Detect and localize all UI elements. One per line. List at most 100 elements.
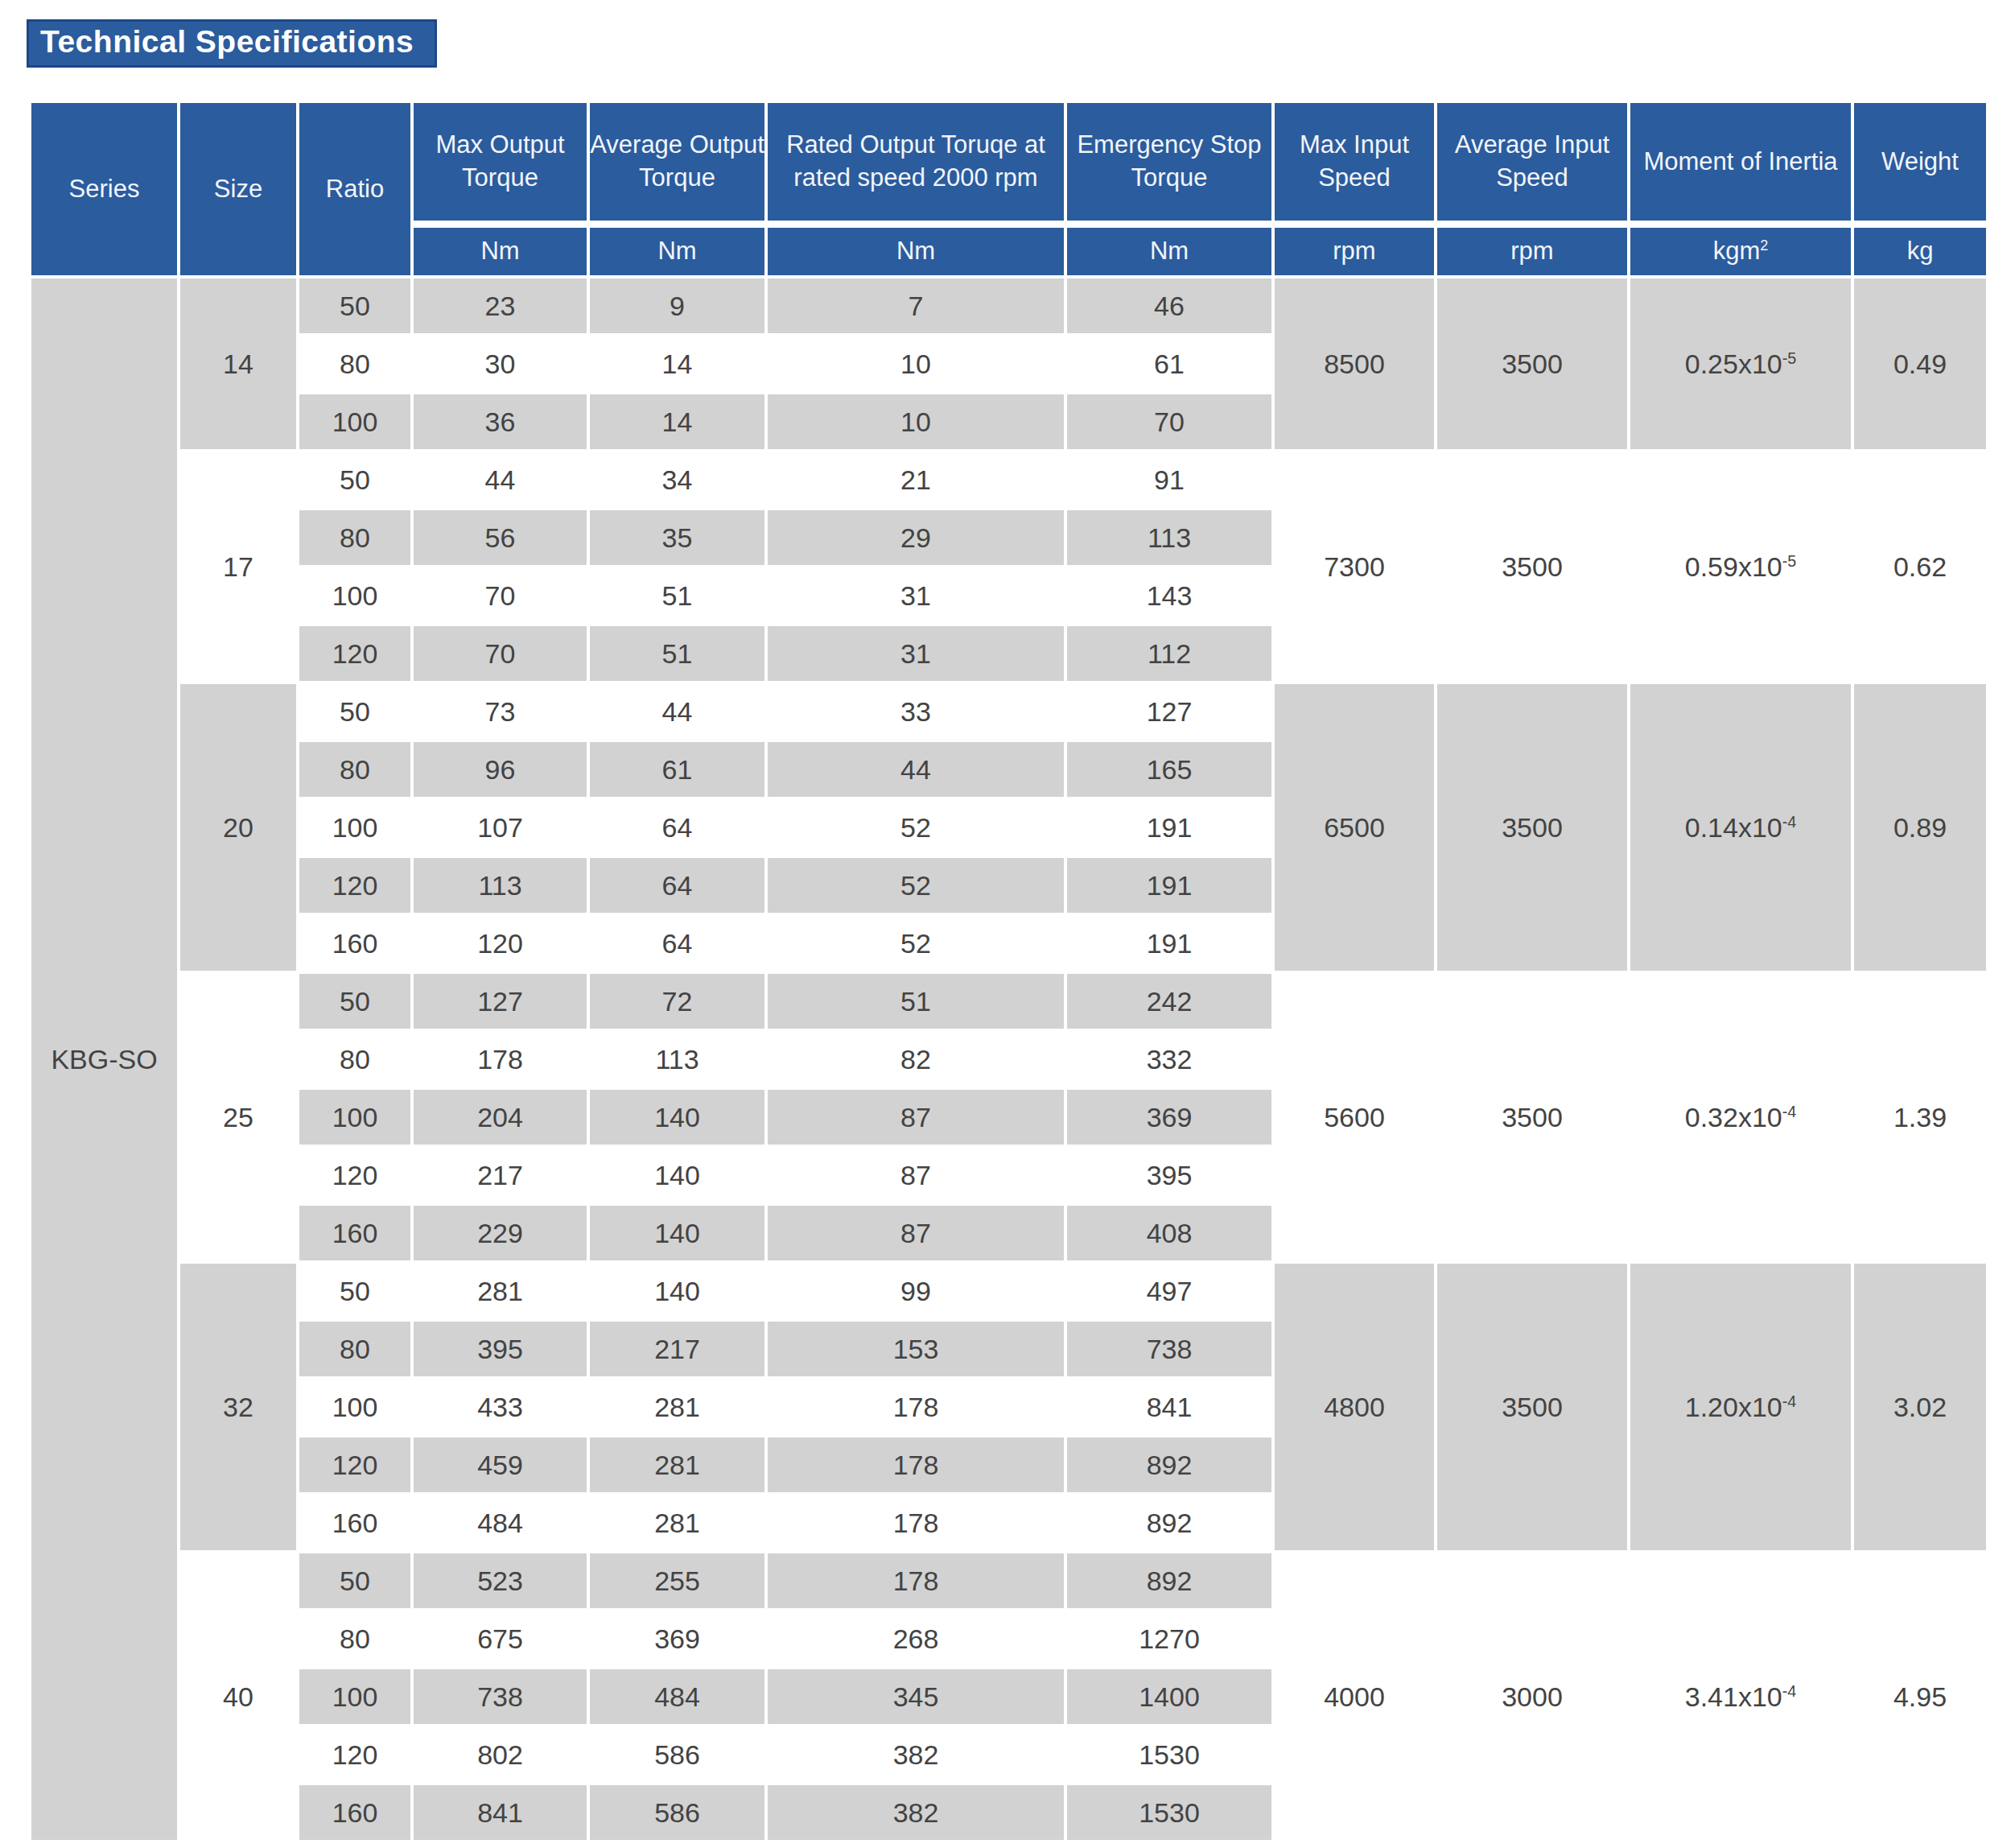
ratio-cell: 80 — [298, 740, 412, 798]
table-row: 25501277251242560035000.32x10-41.39 — [30, 972, 1988, 1030]
column-header-ratio: Ratio — [298, 101, 412, 277]
rated-output-torque-cell: 382 — [766, 1726, 1065, 1784]
ratio-cell: 120 — [298, 1726, 412, 1784]
unit-emergency-stop-torque: Nm — [1065, 224, 1273, 277]
ratio-cell: 120 — [298, 1436, 412, 1494]
ratio-cell: 50 — [298, 683, 412, 740]
rated-output-torque-cell: 7 — [766, 277, 1065, 335]
average-output-torque-cell: 35 — [588, 509, 766, 567]
max-output-torque-cell: 433 — [412, 1378, 588, 1436]
average-output-torque-cell: 217 — [588, 1320, 766, 1378]
rated-output-torque-cell: 99 — [766, 1262, 1065, 1320]
rated-output-torque-cell: 382 — [766, 1784, 1065, 1842]
emergency-stop-torque-cell: 127 — [1065, 683, 1273, 740]
max-input-speed-cell: 5600 — [1273, 972, 1436, 1262]
emergency-stop-torque-cell: 242 — [1065, 972, 1273, 1030]
ratio-cell: 50 — [298, 1552, 412, 1610]
emergency-stop-torque-cell: 738 — [1065, 1320, 1273, 1378]
emergency-stop-torque-cell: 1530 — [1065, 1726, 1273, 1784]
average-output-torque-cell: 586 — [588, 1726, 766, 1784]
max-output-torque-cell: 229 — [412, 1204, 588, 1262]
table-row: 325028114099497480035001.20x10-43.02 — [30, 1262, 1988, 1320]
max-output-torque-cell: 127 — [412, 972, 588, 1030]
emergency-stop-torque-cell: 191 — [1065, 798, 1273, 856]
rated-output-torque-cell: 10 — [766, 393, 1065, 451]
unit-moment-of-inertia-exponent: 2 — [1760, 237, 1768, 254]
max-output-torque-cell: 96 — [412, 740, 588, 798]
average-output-torque-cell: 64 — [588, 856, 766, 914]
max-output-torque-cell: 107 — [412, 798, 588, 856]
average-input-speed-cell: 3000 — [1436, 1552, 1629, 1842]
size-cell: 14 — [179, 277, 298, 451]
inertia-exponent: -4 — [1782, 1102, 1797, 1120]
average-input-speed-cell: 3500 — [1436, 277, 1629, 451]
table-row: 4050523255178892400030003.41x10-44.95 — [30, 1552, 1988, 1610]
size-cell: 40 — [179, 1552, 298, 1842]
ratio-cell: 50 — [298, 451, 412, 509]
max-output-torque-cell: 675 — [412, 1610, 588, 1668]
max-input-speed-cell: 7300 — [1273, 451, 1436, 683]
max-output-torque-cell: 204 — [412, 1088, 588, 1146]
rated-output-torque-cell: 153 — [766, 1320, 1065, 1378]
ratio-cell: 80 — [298, 1320, 412, 1378]
column-header-weight: Weight — [1852, 101, 1988, 224]
rated-output-torque-cell: 178 — [766, 1552, 1065, 1610]
average-output-torque-cell: 113 — [588, 1030, 766, 1088]
average-output-torque-cell: 140 — [588, 1262, 766, 1320]
emergency-stop-torque-cell: 165 — [1065, 740, 1273, 798]
average-output-torque-cell: 140 — [588, 1146, 766, 1204]
emergency-stop-torque-cell: 497 — [1065, 1262, 1273, 1320]
ratio-cell: 80 — [298, 335, 412, 393]
ratio-cell: 160 — [298, 914, 412, 972]
emergency-stop-torque-cell: 332 — [1065, 1030, 1273, 1088]
table-row: KBG-SO1450239746850035000.25x10-50.49 — [30, 277, 1988, 335]
average-input-speed-cell: 3500 — [1436, 451, 1629, 683]
average-output-torque-cell: 140 — [588, 1204, 766, 1262]
max-output-torque-cell: 36 — [412, 393, 588, 451]
max-input-speed-cell: 4000 — [1273, 1552, 1436, 1842]
size-cell: 20 — [179, 683, 298, 972]
rated-output-torque-cell: 52 — [766, 914, 1065, 972]
weight-cell: 0.49 — [1852, 277, 1988, 451]
ratio-cell: 80 — [298, 509, 412, 567]
emergency-stop-torque-cell: 112 — [1065, 625, 1273, 683]
column-header-max-input-speed: Max Input Speed — [1273, 101, 1436, 224]
rated-output-torque-cell: 87 — [766, 1088, 1065, 1146]
rated-output-torque-cell: 31 — [766, 625, 1065, 683]
rated-output-torque-cell: 29 — [766, 509, 1065, 567]
average-output-torque-cell: 34 — [588, 451, 766, 509]
column-header-max-output-torque: Max Output Torque — [412, 101, 588, 224]
column-header-moment-of-inertia: Moment of Inertia — [1629, 101, 1852, 224]
inertia-exponent: -4 — [1782, 1681, 1797, 1699]
unit-rated-output-torque: Nm — [766, 224, 1065, 277]
size-cell: 32 — [179, 1262, 298, 1552]
average-input-speed-cell: 3500 — [1436, 683, 1629, 972]
max-output-torque-cell: 70 — [412, 567, 588, 625]
rated-output-torque-cell: 178 — [766, 1436, 1065, 1494]
column-header-series: Series — [30, 101, 179, 277]
max-input-speed-cell: 4800 — [1273, 1262, 1436, 1552]
average-output-torque-cell: 281 — [588, 1494, 766, 1552]
column-header-size: Size — [179, 101, 298, 277]
average-output-torque-cell: 51 — [588, 567, 766, 625]
average-output-torque-cell: 51 — [588, 625, 766, 683]
moment-of-inertia-cell: 0.14x10-4 — [1629, 683, 1852, 972]
inertia-exponent: -5 — [1782, 551, 1797, 569]
emergency-stop-torque-cell: 408 — [1065, 1204, 1273, 1262]
ratio-cell: 100 — [298, 1378, 412, 1436]
ratio-cell: 100 — [298, 1668, 412, 1726]
emergency-stop-torque-cell: 892 — [1065, 1552, 1273, 1610]
ratio-cell: 160 — [298, 1494, 412, 1552]
emergency-stop-torque-cell: 892 — [1065, 1436, 1273, 1494]
emergency-stop-torque-cell: 191 — [1065, 914, 1273, 972]
max-output-torque-cell: 44 — [412, 451, 588, 509]
rated-output-torque-cell: 51 — [766, 972, 1065, 1030]
unit-weight: kg — [1852, 224, 1988, 277]
max-output-torque-cell: 281 — [412, 1262, 588, 1320]
weight-cell: 4.95 — [1852, 1552, 1988, 1842]
ratio-cell: 50 — [298, 1262, 412, 1320]
table-header: Series Size Ratio Max Output Torque Aver… — [30, 101, 1988, 277]
unit-moment-of-inertia: kgm2 — [1629, 224, 1852, 277]
rated-output-torque-cell: 31 — [766, 567, 1065, 625]
average-output-torque-cell: 140 — [588, 1088, 766, 1146]
